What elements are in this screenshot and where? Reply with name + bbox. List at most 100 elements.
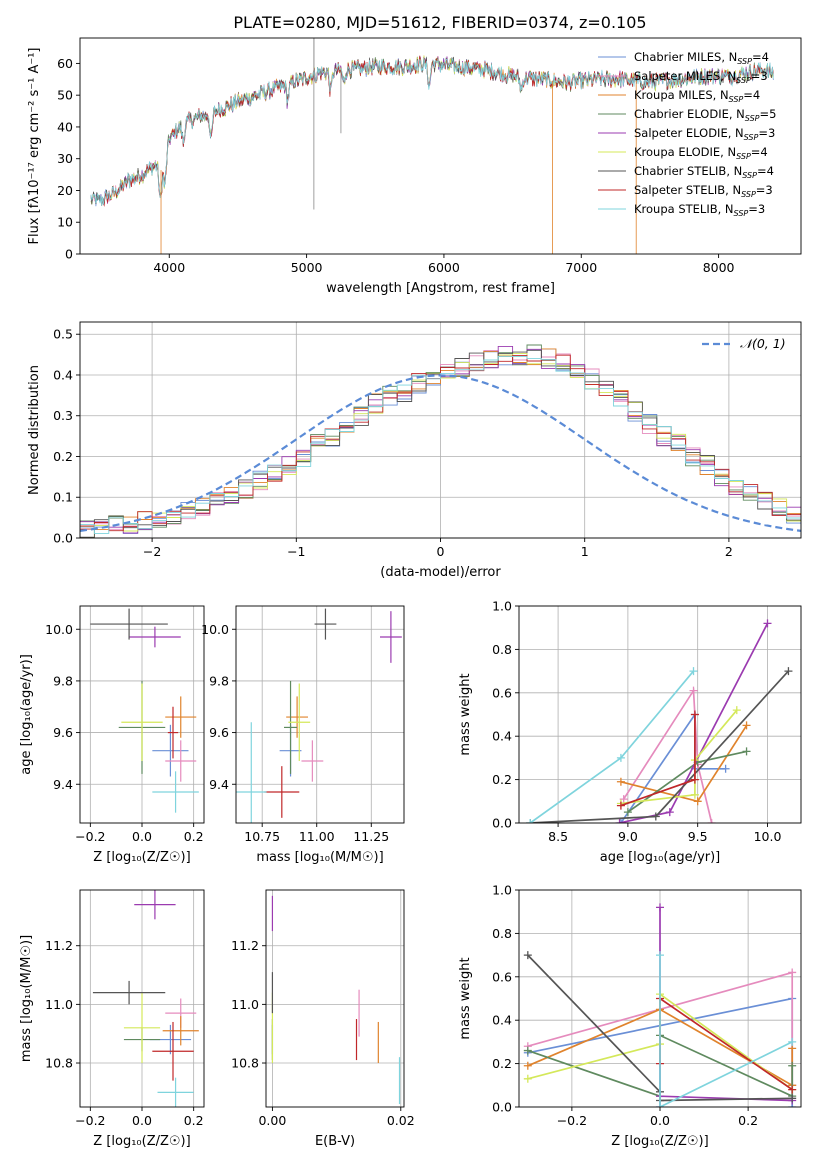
axes-frame [235, 605, 405, 824]
y-tick-label: 9.6 [53, 725, 73, 740]
y-tick-label: 11.0 [231, 997, 259, 1012]
x-tick-label: 7000 [565, 260, 597, 275]
y-tick-label: 1.0 [492, 599, 512, 614]
x-tick-label: 0.02 [387, 1113, 415, 1128]
x-tick-label: 9.5 [688, 829, 708, 844]
weight-marker [788, 1085, 797, 1094]
weight-marker [742, 747, 751, 756]
x-axis-label: mass [log₁₀(M/M☉)] [256, 850, 383, 865]
y-tick-label: 0.3 [53, 408, 73, 423]
x-tick-label: 4000 [153, 260, 185, 275]
axes-frame [265, 889, 405, 1108]
x-tick-label: −0.2 [557, 1113, 587, 1128]
errorbar-point-5 [123, 992, 161, 1064]
y-tick-label: 20 [57, 183, 73, 198]
y-tick-label: 0.0 [492, 1100, 512, 1115]
x-axis-label: wavelength [Angstrom, rest frame] [326, 281, 555, 296]
weight-marker [623, 808, 632, 817]
plot-area-Z_age [90, 608, 199, 813]
y-axis-label: mass weight [458, 673, 473, 755]
spectrum-line-8 [90, 58, 774, 206]
y-tick-label: 30 [57, 151, 73, 166]
weight-marker [523, 1074, 532, 1083]
errorbar-point-2 [286, 696, 308, 738]
x-axis-label: Z [log₁₀(Z/Z☉)] [611, 1134, 708, 1149]
y-axis-label: age [log₁₀(age/yr)] [19, 654, 34, 775]
y-tick-label: 0.5 [53, 327, 73, 342]
weight-marker [616, 819, 625, 823]
y-tick-label: 10 [57, 215, 73, 230]
plot-area-mass_age [236, 608, 402, 823]
x-axis-label: age [log₁₀(age/yr)] [600, 850, 721, 865]
y-tick-label: 0.2 [492, 772, 512, 787]
errorbar-point-8 [152, 771, 199, 813]
y-tick-label: 0.4 [492, 729, 512, 744]
x-tick-label: 10.0 [754, 829, 782, 844]
errorbar-point-7 [167, 706, 179, 759]
weight-marker [523, 1046, 532, 1055]
y-tick-label: 0 [65, 247, 73, 262]
x-tick-label: 0.00 [258, 1113, 286, 1128]
y-axis-label: mass [log₁₀(M/M☉)] [19, 935, 34, 1062]
y-axis-label: mass weight [458, 957, 473, 1039]
weight-marker [689, 667, 698, 676]
plot-area-age_weight [526, 619, 793, 823]
x-tick-label: 0.2 [738, 1113, 758, 1128]
weight-marker [732, 706, 741, 715]
weight-line-8 [659, 955, 793, 1107]
x-tick-label: 6000 [428, 260, 460, 275]
spectrum-legend: Chabrier MILES, NSSP=4 Salpeter MILES, NS… [598, 50, 776, 218]
y-tick-label: 40 [57, 119, 73, 134]
y-tick-label: 9.8 [53, 673, 73, 688]
panel-ebv_mass: 0.00 0.02 10.8 11.0 11.2 E(B-V) [231, 889, 415, 1149]
panel-Z_weight: −0.2 0.0 0.2 0.0 0.2 0.4 0.6 0.8 1.0 Z [log₁₀(Z/Z… [458, 883, 802, 1149]
y-tick-label: 9.4 [53, 777, 73, 792]
weight-marker [616, 777, 625, 786]
y-tick-label: 9.4 [209, 777, 229, 792]
spectrum-line-7 [100, 55, 774, 207]
weight-marker [656, 951, 664, 960]
panel-residuals: −2 −1 0 1 2 0.0 0.1 0.2 0.3 0.4 0.5 (data-model)/er… [27, 321, 802, 580]
figure-title: PLATE=0280, MJD=51612, FIBERID=0374, z=0… [233, 13, 646, 32]
y-tick-label: 0.2 [53, 449, 73, 464]
x-tick-label: 0.2 [184, 829, 204, 844]
x-tick-label: 0.0 [650, 1113, 670, 1128]
y-tick-label: 11.2 [45, 938, 73, 953]
errorbar-point-0 [152, 724, 189, 777]
y-tick-label: 0.1 [53, 490, 73, 505]
weight-marker [656, 903, 664, 912]
weight-marker [788, 1037, 797, 1046]
y-tick-label: 0.8 [492, 926, 512, 941]
legend-entry-7: Salpeter STELIB, NSSP=3 [634, 183, 773, 199]
weight-marker [615, 819, 624, 823]
legend-entry-1: Salpeter MILES, NSSP=3 [634, 69, 768, 85]
weight-marker [788, 968, 797, 977]
x-tick-label: −0.2 [75, 829, 105, 844]
x-axis-label: E(B-V) [315, 1134, 355, 1149]
weight-marker [721, 764, 730, 773]
weight-marker [690, 790, 699, 799]
x-tick-label: 11.25 [353, 829, 389, 844]
plot-area-ebv_mass [271, 895, 401, 1105]
y-tick-label: 1.0 [492, 883, 512, 898]
errorbar-point-6 [92, 980, 166, 1005]
errorbar-point-4 [380, 611, 402, 663]
y-tick-label: 0.2 [492, 1056, 512, 1071]
x-tick-label: 0.0 [132, 1113, 152, 1128]
y-tick-label: 0.8 [492, 642, 512, 657]
x-tick-label: 8.5 [548, 829, 568, 844]
histogram-8 [80, 355, 801, 538]
weight-marker [763, 619, 772, 628]
histogram-7 [80, 354, 801, 538]
errorbar-point-8 [157, 1077, 194, 1107]
x-tick-label: 10.75 [244, 829, 280, 844]
x-axis-label: (data-model)/error [380, 565, 501, 580]
weight-marker [690, 710, 699, 719]
errorbar-point-4 [129, 626, 181, 648]
y-tick-label: 0.4 [53, 367, 73, 382]
y-tick-label: 60 [57, 56, 73, 71]
legend-entry-6: Chabrier STELIB, NSSP=4 [634, 164, 774, 180]
panel-Z_age: −0.2 0.0 0.2 9.4 9.6 9.8 10.0 Z [log₁₀(Z/Z☉)] ag… [19, 605, 205, 865]
weight-marker [651, 812, 660, 821]
